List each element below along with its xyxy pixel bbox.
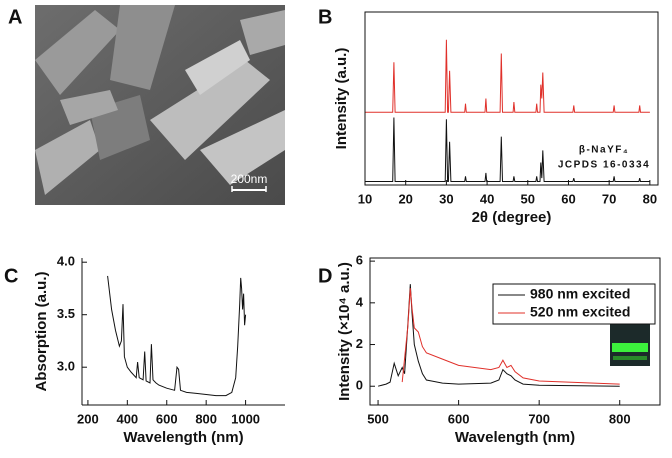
y-axis-label: Intensity (×10⁴ a.u.) (336, 262, 353, 401)
x-tick-label: 70 (602, 191, 616, 206)
data-line (401, 288, 620, 385)
data-line (365, 39, 650, 113)
x-axis-label: Wavelength (nm) (123, 429, 243, 446)
annotation: JCPDS 16-0334 (558, 160, 650, 171)
panel-label: C (4, 265, 18, 287)
y-tick-label: 4 (356, 294, 364, 309)
x-tick-label: 40 (480, 191, 494, 206)
scale-bar-label: 200nm (231, 172, 268, 186)
legend-label: 520 nm excited (530, 304, 630, 320)
plot-frame (369, 257, 661, 406)
annotation: β-NaYF₄ (579, 145, 629, 156)
x-tick-label: 500 (367, 411, 389, 426)
data-line (107, 275, 247, 397)
x-tick-label: 50 (521, 191, 535, 206)
x-tick-label: 20 (398, 191, 412, 206)
plot-frame (364, 11, 659, 186)
x-tick-label: 600 (448, 411, 470, 426)
x-tick-label: 400 (116, 411, 138, 426)
x-axis-label: Wavelength (nm) (455, 429, 575, 446)
x-tick-label: 800 (609, 411, 631, 426)
y-tick-label: 6 (356, 253, 363, 268)
data-line (377, 284, 620, 387)
x-tick-label: 200 (77, 411, 99, 426)
legend-box (492, 283, 656, 325)
data-line (365, 117, 650, 182)
y-tick-label: 2 (356, 336, 363, 351)
sem-image (35, 5, 285, 205)
x-tick-label: 800 (195, 411, 217, 426)
x-tick-label: 10 (358, 191, 372, 206)
panel-label: B (318, 6, 332, 28)
y-axis-label: Absorption (a.u.) (33, 272, 50, 392)
legend-label: 980 nm excited (530, 286, 630, 302)
x-tick-label: 60 (561, 191, 575, 206)
y-tick-label: 0 (356, 378, 363, 393)
x-tick-label: 600 (156, 411, 178, 426)
panel-label: A (8, 6, 22, 28)
x-tick-label: 80 (643, 191, 657, 206)
y-axis-label: Intensity (a.u.) (333, 48, 350, 150)
y-tick-label: 3.5 (57, 306, 75, 321)
x-tick-label: 30 (439, 191, 453, 206)
y-tick-label: 3.0 (57, 359, 75, 374)
y-tick-label: 4.0 (57, 254, 75, 269)
x-tick-label: 700 (528, 411, 550, 426)
x-tick-label: 1000 (231, 411, 260, 426)
x-axis-label: 2θ (degree) (472, 209, 552, 226)
panel-label: D (318, 265, 332, 287)
